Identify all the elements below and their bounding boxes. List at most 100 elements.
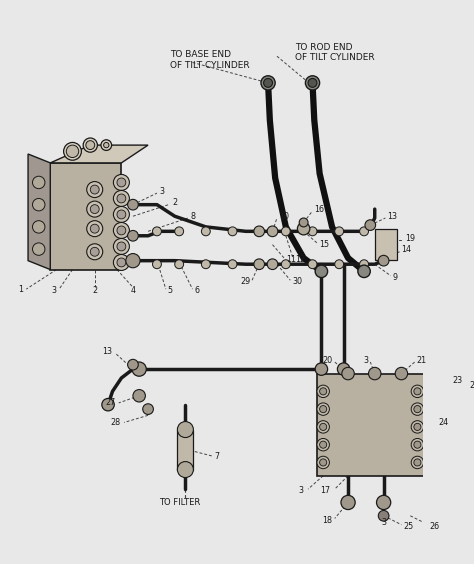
Circle shape xyxy=(143,404,154,415)
Circle shape xyxy=(317,456,329,469)
Circle shape xyxy=(201,227,210,236)
Text: 11: 11 xyxy=(286,255,296,265)
Circle shape xyxy=(319,406,327,413)
Circle shape xyxy=(282,260,290,268)
Circle shape xyxy=(305,76,319,90)
Circle shape xyxy=(411,438,424,451)
Circle shape xyxy=(315,265,328,277)
Circle shape xyxy=(414,424,421,430)
Circle shape xyxy=(319,459,327,466)
Circle shape xyxy=(132,362,146,376)
Bar xyxy=(317,373,424,476)
Text: 3: 3 xyxy=(299,486,304,495)
Bar xyxy=(424,385,464,412)
Text: 18: 18 xyxy=(322,515,332,525)
Text: 9: 9 xyxy=(392,273,398,282)
Text: 26: 26 xyxy=(430,522,440,531)
Text: 28: 28 xyxy=(110,418,120,427)
Circle shape xyxy=(90,205,99,214)
Circle shape xyxy=(90,248,99,256)
Circle shape xyxy=(113,206,129,222)
Circle shape xyxy=(335,227,344,236)
Circle shape xyxy=(411,456,424,469)
Polygon shape xyxy=(50,145,148,163)
Text: TO BASE END: TO BASE END xyxy=(170,50,231,59)
Text: 16: 16 xyxy=(314,205,324,214)
Circle shape xyxy=(267,259,278,270)
Text: 29: 29 xyxy=(240,277,250,287)
Text: TO ROD END: TO ROD END xyxy=(295,43,352,52)
Circle shape xyxy=(378,510,389,521)
Circle shape xyxy=(113,174,129,191)
Circle shape xyxy=(90,224,99,233)
Circle shape xyxy=(228,260,237,268)
Text: OF TILT CYLINDER: OF TILT CYLINDER xyxy=(295,54,374,63)
Circle shape xyxy=(308,227,317,236)
Circle shape xyxy=(128,231,138,241)
Circle shape xyxy=(360,260,368,268)
Text: 22: 22 xyxy=(470,381,474,390)
Circle shape xyxy=(153,227,161,236)
Circle shape xyxy=(337,363,350,375)
Circle shape xyxy=(449,439,460,450)
Circle shape xyxy=(254,226,264,237)
Circle shape xyxy=(395,367,408,380)
Text: 12: 12 xyxy=(295,255,305,265)
Circle shape xyxy=(33,221,45,233)
Bar xyxy=(50,163,121,270)
Text: 21: 21 xyxy=(417,356,427,365)
Text: OF TILT CYLINDER: OF TILT CYLINDER xyxy=(170,60,250,69)
Text: 3: 3 xyxy=(160,187,164,196)
Circle shape xyxy=(365,220,375,231)
Circle shape xyxy=(113,254,129,271)
Circle shape xyxy=(315,363,328,375)
Text: 7: 7 xyxy=(215,452,220,461)
Text: 25: 25 xyxy=(403,522,413,531)
Text: 1: 1 xyxy=(18,285,23,294)
Circle shape xyxy=(87,221,103,237)
Circle shape xyxy=(87,182,103,197)
Circle shape xyxy=(117,226,126,235)
Circle shape xyxy=(66,145,79,157)
Circle shape xyxy=(113,239,129,254)
Text: 17: 17 xyxy=(320,486,330,495)
Circle shape xyxy=(87,244,103,260)
Circle shape xyxy=(113,191,129,206)
Circle shape xyxy=(117,210,126,219)
Circle shape xyxy=(297,222,310,235)
Circle shape xyxy=(449,389,460,399)
Circle shape xyxy=(113,222,129,239)
Bar xyxy=(424,378,450,467)
Circle shape xyxy=(319,424,327,430)
Text: TO FILTER: TO FILTER xyxy=(158,498,200,507)
Circle shape xyxy=(33,199,45,211)
Text: 8: 8 xyxy=(191,212,196,221)
Text: 10: 10 xyxy=(279,212,289,221)
Circle shape xyxy=(254,259,264,270)
Circle shape xyxy=(128,199,138,210)
Circle shape xyxy=(308,78,317,87)
Circle shape xyxy=(414,406,421,413)
Circle shape xyxy=(133,390,146,402)
Circle shape xyxy=(83,138,97,152)
Circle shape xyxy=(255,227,264,236)
Text: 14: 14 xyxy=(401,245,411,254)
Text: 27: 27 xyxy=(105,398,115,407)
Circle shape xyxy=(175,227,183,236)
Polygon shape xyxy=(28,154,50,270)
Circle shape xyxy=(368,367,381,380)
Text: 23: 23 xyxy=(452,376,462,385)
Text: 5: 5 xyxy=(168,287,173,296)
Text: 2: 2 xyxy=(92,287,97,296)
Text: 30: 30 xyxy=(292,277,302,287)
Text: 6: 6 xyxy=(194,287,199,296)
Circle shape xyxy=(299,218,308,227)
Text: 19: 19 xyxy=(405,234,415,243)
Circle shape xyxy=(228,227,237,236)
Text: 13: 13 xyxy=(387,212,397,221)
Circle shape xyxy=(87,201,103,217)
Circle shape xyxy=(317,438,329,451)
Circle shape xyxy=(414,388,421,395)
Circle shape xyxy=(117,242,126,251)
Circle shape xyxy=(177,421,193,438)
